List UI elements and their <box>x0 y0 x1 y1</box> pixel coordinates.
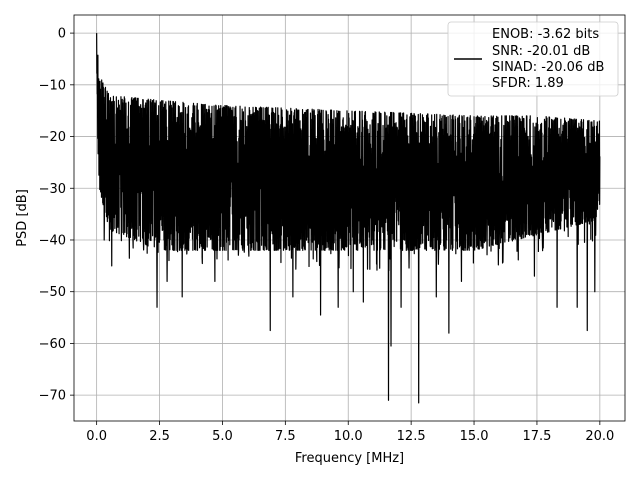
y-tick-label: −70 <box>39 389 66 404</box>
legend-sinad: SINAD: -20.06 dB <box>492 60 604 75</box>
x-tick-label: 10.0 <box>334 429 363 444</box>
x-tick-label: 17.5 <box>522 429 551 444</box>
y-tick-label: −40 <box>39 233 66 248</box>
y-tick-label: −50 <box>39 285 66 300</box>
x-tick-label: 7.5 <box>275 429 296 444</box>
y-tick-label: 0 <box>58 27 66 42</box>
legend-enob: ENOB: -3.62 bits <box>492 27 599 42</box>
plot-frame <box>73 14 626 422</box>
y-tick-label: −30 <box>39 182 66 197</box>
x-tick-label: 20.0 <box>585 429 614 444</box>
x-tick-label: 0.0 <box>86 429 107 444</box>
psd-series <box>96 33 601 404</box>
x-tick-label: 15.0 <box>460 429 489 444</box>
legend-snr: SNR: -20.01 dB <box>492 44 590 59</box>
x-axis-label: Frequency [MHz] <box>295 451 404 466</box>
psd-line <box>96 33 601 404</box>
legend: ENOB: -3.62 bits SNR: -20.01 dB SINAD: -… <box>447 21 619 97</box>
y-tick-label: −60 <box>39 337 66 352</box>
x-axis-ticks: 0.0 2.5 5.0 7.5 10.0 12.5 15.0 17.5 20.0 <box>86 421 614 444</box>
y-axis-label: PSD [dB] <box>15 189 30 247</box>
legend-sfdr: SFDR: 1.89 <box>492 76 564 91</box>
legend-box <box>447 21 619 97</box>
y-tick-label: −20 <box>39 130 66 145</box>
x-tick-label: 2.5 <box>149 429 170 444</box>
y-axis-ticks: 0 −10 −20 −30 −40 −50 −60 −70 <box>39 27 74 404</box>
y-tick-label: −10 <box>39 78 66 93</box>
x-tick-label: 5.0 <box>212 429 233 444</box>
x-tick-label: 12.5 <box>397 429 426 444</box>
